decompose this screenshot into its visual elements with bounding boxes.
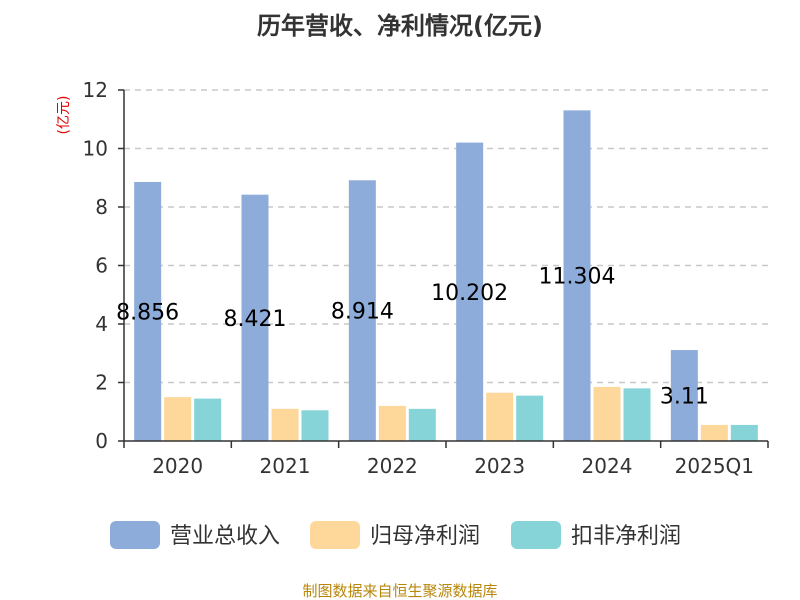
chart-title: 历年营收、净利情况(亿元): [257, 12, 543, 40]
data-label-2025q1: 3.11: [660, 385, 709, 410]
bar-series3-2022: [408, 408, 436, 441]
bars: [134, 110, 758, 442]
data-label-2020: 8.856: [116, 300, 179, 325]
bar-series1-2025q1: [670, 350, 698, 441]
legend-swatch-3: [511, 521, 561, 549]
gridlines: [124, 89, 768, 384]
bar-series2-2021: [271, 408, 299, 441]
legend-label-2: 归母净利润: [370, 524, 480, 549]
x-tick-label-2023: 2023: [474, 454, 525, 478]
legend-swatch-2: [310, 521, 360, 549]
bar-series3-2021: [301, 410, 329, 441]
legend[interactable]: 营业总收入 归母净利润 扣非净利润: [110, 521, 681, 549]
bar-series1-2023: [456, 142, 484, 442]
x-tick-label-2020: 2020: [152, 454, 203, 478]
x-tick-label-2025q1: 2025Q1: [675, 454, 754, 478]
x-tick-label-2022: 2022: [367, 454, 418, 478]
y-tick-label-2: 2: [95, 371, 108, 395]
y-tick-label-0: 0: [95, 429, 108, 453]
legend-item-2[interactable]: 归母净利润: [310, 521, 480, 549]
bar-series1-2022: [348, 180, 376, 441]
bar-series2-2025q1: [700, 424, 728, 441]
data-label-2024: 11.304: [539, 265, 616, 290]
x-axis: 2020 2021 2022 2023 2024 2025Q1: [123, 440, 769, 478]
data-label-2023: 10.202: [431, 281, 508, 306]
bar-series1-2024: [563, 110, 591, 441]
source-note: 制图数据来自恒生聚源数据库: [302, 582, 497, 600]
y-tick-label-6: 6: [95, 254, 108, 278]
y-tick-label-8: 8: [95, 195, 108, 219]
legend-label-3: 扣非净利润: [571, 524, 681, 549]
data-label-2021: 8.421: [224, 307, 287, 332]
bar-series1-2021: [241, 194, 269, 441]
bar-series3-2025q1: [730, 424, 758, 441]
bar-series3-2024: [623, 388, 651, 441]
bar-series1-2020: [134, 181, 162, 441]
data-label-2022: 8.914: [331, 300, 394, 325]
bar-series3-2023: [516, 395, 544, 441]
legend-label-1: 营业总收入: [170, 524, 280, 549]
x-tick-label-2021: 2021: [260, 454, 311, 478]
bar-series2-2024: [593, 386, 621, 441]
legend-swatch-1: [110, 521, 160, 549]
y-axis-ticks: 0 2 4 6 8 10 12: [83, 78, 125, 453]
y-tick-label-12: 12: [83, 78, 108, 102]
bar-series2-2020: [164, 397, 192, 441]
y-axis-unit: (亿元): [56, 96, 72, 135]
bar-series2-2022: [378, 405, 406, 441]
legend-item-3[interactable]: 扣非净利润: [511, 521, 681, 549]
y-tick-label-10: 10: [83, 137, 108, 161]
data-labels: 8.856 8.421 8.914 10.202 11.304 3.11: [116, 265, 709, 410]
bar-series3-2020: [194, 398, 222, 441]
legend-item-1[interactable]: 营业总收入: [110, 521, 280, 549]
y-tick-label-4: 4: [95, 312, 108, 336]
x-tick-label-2024: 2024: [582, 454, 633, 478]
bar-series2-2023: [486, 392, 514, 441]
